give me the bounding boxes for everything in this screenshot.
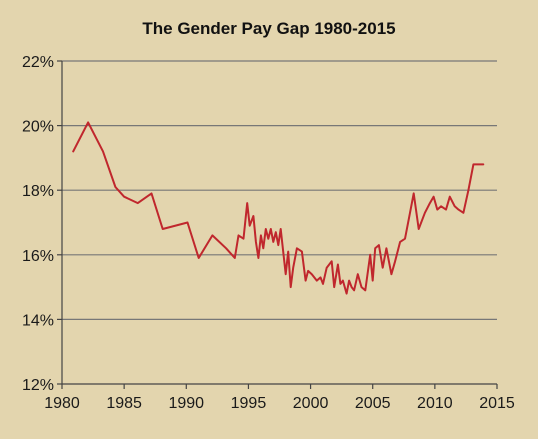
x-tick-label: 2015 [479,395,515,412]
x-tick-label: 2010 [417,395,453,412]
y-tick-label: 20% [22,119,54,136]
x-tick-label: 1985 [106,395,142,412]
x-tick-label: 2005 [355,395,391,412]
grid-lines [62,60,497,320]
y-tick-label: 12% [22,377,54,394]
x-tick-label: 1990 [168,395,204,412]
x-tick-label: 1980 [44,395,80,412]
y-tick-label: 16% [22,248,54,265]
y-tick-label: 18% [22,183,54,200]
x-tick-label: 2000 [293,395,329,412]
tick-labels: 12% 14% 16% 18% 20% 22% 1980 1985 1990 1995 2000 20… [22,54,515,412]
y-tick-label: 22% [22,54,54,71]
axes [57,60,498,389]
series-line-0 [72,121,485,295]
chart-title: The Gender Pay Gap 1980-2015 [142,19,395,38]
series-layer [72,121,485,295]
x-tick-label: 1995 [231,395,267,412]
y-tick-label: 14% [22,312,54,329]
